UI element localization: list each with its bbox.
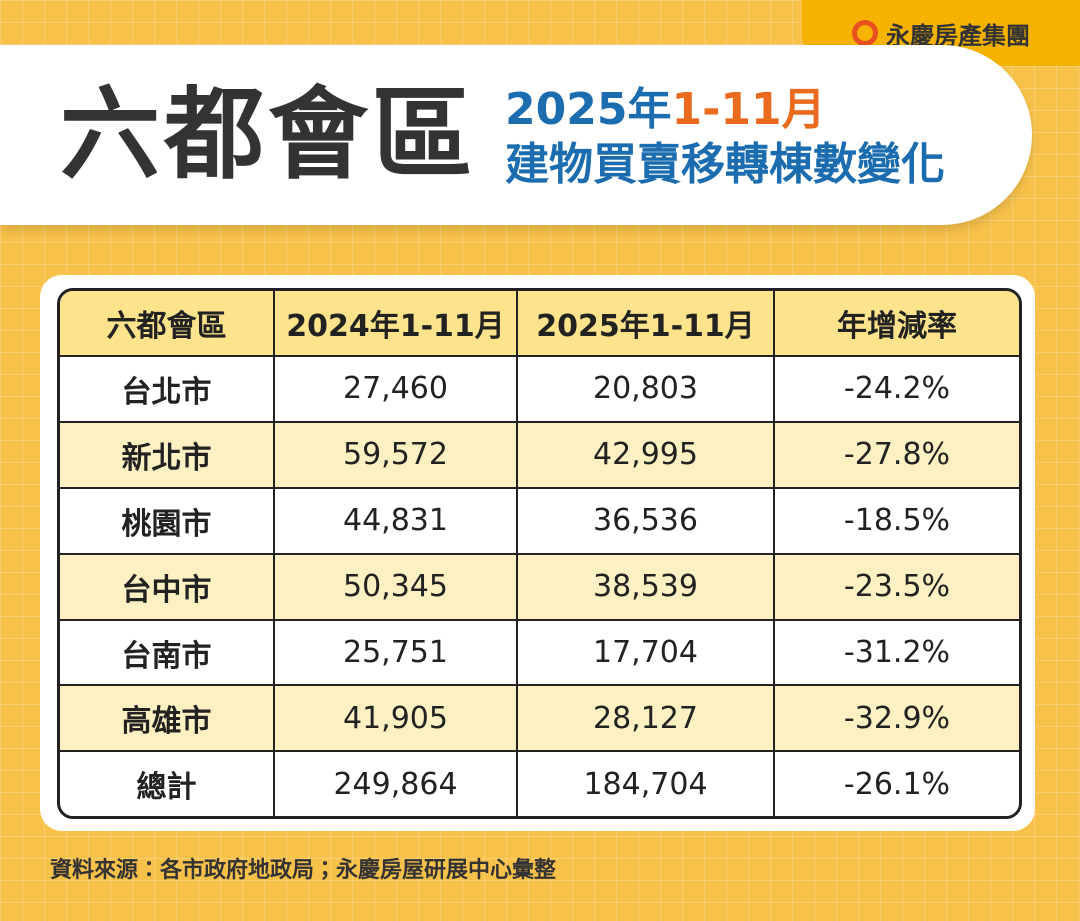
table-cell: 新北市 — [121, 440, 212, 476]
table-cell: 25,751 — [273, 620, 516, 685]
title: 六都會區 — [60, 76, 476, 193]
title-banner: 六都會區 2025年1-11月 建物買賣移轉棟數變化 — [0, 45, 1032, 225]
table-row: 台北市 27,460 20,803 -24.2% — [60, 355, 1019, 421]
table-cell: 50,345 — [273, 554, 516, 619]
column-header: 2025年1-11月 — [516, 291, 773, 355]
table-cell: 249,864 — [273, 752, 516, 817]
table: 六都會區 2024年1-11月 2025年1-11月 年增減率台北市 27,460 20,… — [57, 288, 1022, 820]
source-note: 資料來源：各市政府地政局；永慶房屋研展中心彙整 — [50, 858, 557, 883]
table-cell: 38,539 — [516, 554, 773, 619]
table-cell: -26.1% — [773, 752, 1019, 817]
table-row: 台南市 25,751 17,704 -31.2% — [60, 618, 1019, 685]
header-row: 六都會區 2024年1-11月 2025年1-11月 年增減率 — [60, 291, 1019, 355]
table-row: 台中市 50,345 38,539 -23.5% — [60, 552, 1019, 619]
table-cell: 總計 — [136, 770, 197, 806]
table-cell: 17,704 — [516, 620, 773, 685]
brand-name: 永慶房產集團 — [886, 21, 1030, 50]
table-cell: 184,704 — [516, 752, 773, 817]
table-cell: 台南市 — [121, 638, 212, 674]
column-header: 年增減率 — [773, 291, 1019, 355]
table-cell: 28,127 — [516, 686, 773, 751]
table-cell: 高雄市 — [121, 704, 212, 740]
column-header: 六都會區 — [106, 309, 227, 344]
table-cell: -27.8% — [773, 422, 1019, 487]
table-cell: 59,572 — [273, 422, 516, 487]
table-cell: 44,831 — [273, 488, 516, 553]
subtitle-line: 建物買賣移轉棟數變化 — [505, 139, 945, 190]
table-row: 高雄市 41,905 28,127 -32.9% — [60, 684, 1019, 751]
table-cell: -23.5% — [773, 554, 1019, 619]
table-cell: -31.2% — [773, 620, 1019, 685]
table-cell: -18.5% — [773, 488, 1019, 553]
table-cell: 台中市 — [121, 572, 212, 608]
table-cell: -32.9% — [773, 686, 1019, 751]
table-cell: 36,536 — [516, 488, 773, 553]
table-cell: 41,905 — [273, 686, 516, 751]
table-cell: 桃園市 — [121, 506, 212, 542]
table-row: 新北市 59,572 42,995 -27.8% — [60, 420, 1019, 487]
table-cell: 台北市 — [121, 374, 212, 410]
logo — [852, 20, 878, 46]
table-cell: 20,803 — [516, 357, 773, 421]
table-cell: -24.2% — [773, 357, 1019, 421]
subtitle-period: 1-11月 — [671, 84, 826, 135]
table-row: 總計 249,864 184,704 -26.1% — [60, 750, 1019, 817]
table-cell: 27,460 — [273, 357, 516, 421]
subtitle-year: 2025年 — [505, 84, 672, 135]
table-row: 桃園市 44,831 36,536 -18.5% — [60, 486, 1019, 553]
column-header: 2024年1-11月 — [273, 291, 516, 355]
table-cell: 42,995 — [516, 422, 773, 487]
subtitle: 2025年1-11月 — [505, 85, 826, 135]
